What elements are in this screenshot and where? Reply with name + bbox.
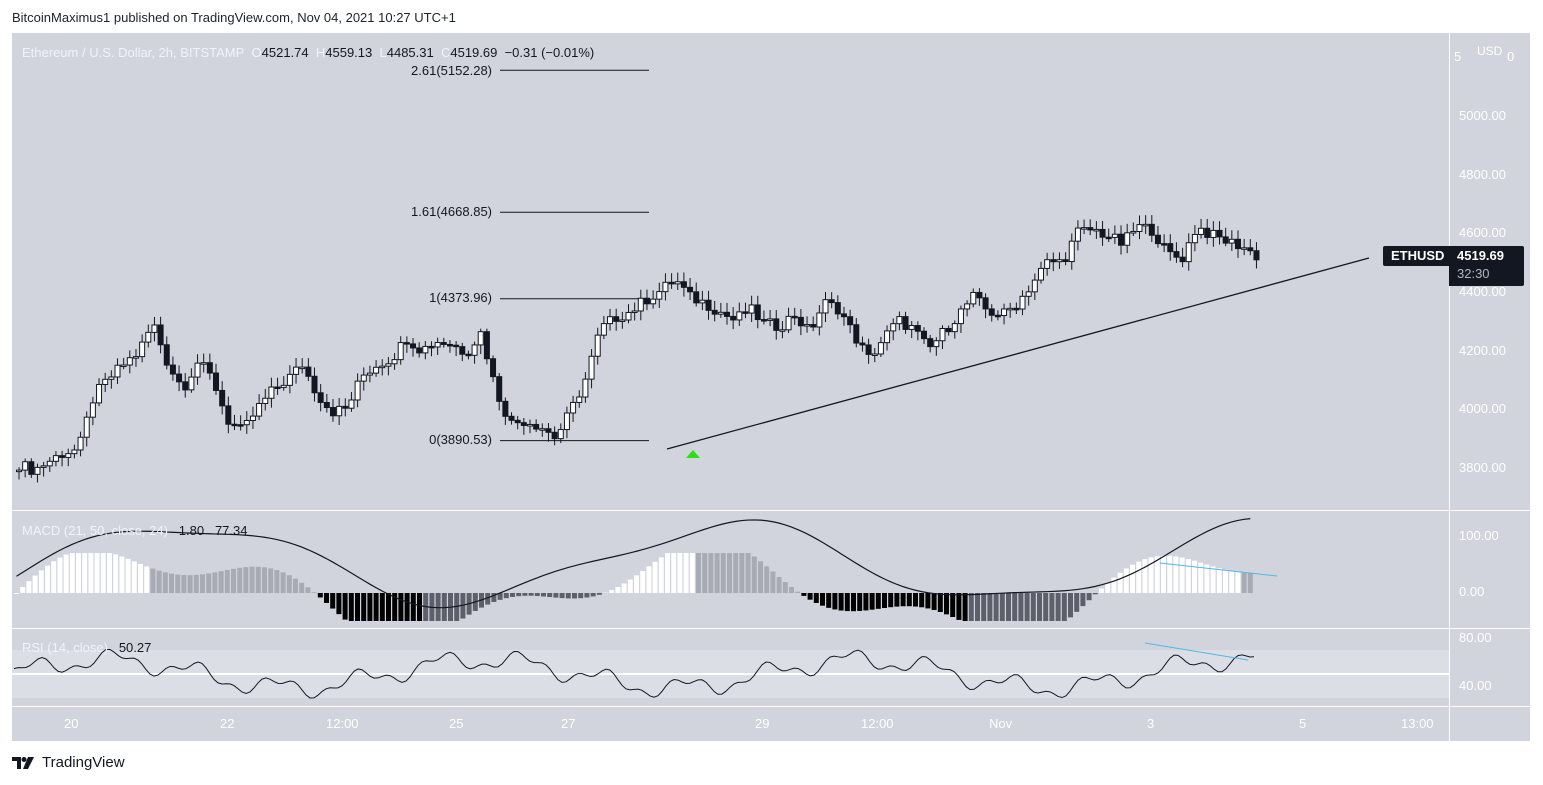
- price-tick: 3800.00: [1459, 460, 1506, 475]
- time-tick: 22: [220, 716, 235, 731]
- price-axis-divider: [1449, 33, 1450, 741]
- time-tick: 27: [561, 716, 576, 731]
- macd-title: MACD (21, 50, close, 24): [22, 523, 168, 538]
- time-tick: 13:00: [1401, 716, 1434, 731]
- price-tick: 4800.00: [1459, 167, 1506, 182]
- last-price-tag: 4519.69 32:30: [1449, 246, 1524, 286]
- price-tick: 4600.00: [1459, 225, 1506, 240]
- tradingview-brand: TradingView: [42, 754, 125, 771]
- macd-signal-value: 77.34: [214, 523, 248, 538]
- fib-level-label[interactable]: 1.61(4668.85): [411, 204, 492, 219]
- pane-divider-rsi[interactable]: [12, 628, 1530, 629]
- time-tick: 12:00: [861, 716, 894, 731]
- high-label: H: [315, 45, 326, 60]
- macd-tick: 0.00: [1459, 584, 1485, 599]
- high-value: 4559.13: [325, 45, 373, 60]
- price-axis-partial-left: 5: [1454, 49, 1462, 64]
- open-value: 4521.74: [261, 45, 309, 60]
- close-label: C: [440, 45, 451, 60]
- symbol-name: Ethereum / U.S. Dollar, 2h, BITSTAMP: [22, 45, 245, 60]
- rsi-tick: 80.00: [1459, 630, 1492, 645]
- time-tick: 25: [449, 716, 464, 731]
- chart-frame: Ethereum / U.S. Dollar, 2h, BITSTAMP O45…: [12, 33, 1530, 741]
- fib-level-label[interactable]: 1(4373.96): [429, 290, 492, 305]
- macd-legend[interactable]: MACD (21, 50, close, 24) 1.80 77.34: [22, 523, 248, 538]
- open-label: O: [251, 45, 262, 60]
- price-tick: 4200.00: [1459, 343, 1506, 358]
- macd-tick: 100.00: [1459, 528, 1499, 543]
- rsi-title: RSI (14, close): [22, 640, 108, 655]
- bar-countdown: 32:30: [1457, 266, 1490, 281]
- price-tick: 4400.00: [1459, 284, 1506, 299]
- rsi-legend[interactable]: RSI (14, close) 50.27: [22, 640, 151, 655]
- time-tick: 3: [1147, 716, 1155, 731]
- rsi-value: 50.27: [118, 640, 152, 655]
- tradingview-logo-icon: [12, 756, 34, 769]
- buy-signal-arrow-icon: [686, 450, 700, 458]
- time-tick: 29: [755, 716, 770, 731]
- rsi-tick: 40.00: [1459, 678, 1492, 693]
- low-value: 4485.31: [386, 45, 434, 60]
- close-value: 4519.69: [450, 45, 498, 60]
- time-tick: 20: [64, 716, 79, 731]
- low-label: L: [379, 45, 387, 60]
- price-axis-currency[interactable]: USD: [1477, 44, 1503, 58]
- fib-level-label[interactable]: 2.61(5152.28): [411, 63, 492, 78]
- time-axis-divider: [12, 706, 1530, 707]
- time-tick: 5: [1299, 716, 1307, 731]
- tradingview-logo[interactable]: TradingView: [12, 754, 125, 771]
- macd-value: 1.80: [178, 523, 205, 538]
- last-price: 4519.69: [1457, 248, 1504, 263]
- symbol-legend: Ethereum / U.S. Dollar, 2h, BITSTAMP O45…: [22, 45, 594, 60]
- change-value: −0.31 (−0.01%): [504, 45, 595, 60]
- price-axis-partial-right: 0: [1507, 49, 1515, 64]
- fib-level-label[interactable]: 0(3890.53): [429, 432, 492, 447]
- pane-divider-macd[interactable]: [12, 510, 1530, 511]
- symbol-price-tag: ETHUSD: [1383, 246, 1449, 266]
- price-tick: 5000.00: [1459, 108, 1506, 123]
- time-tick: Nov: [989, 716, 1013, 731]
- published-caption: BitcoinMaximus1 published on TradingView…: [12, 10, 456, 25]
- price-tick: 4000.00: [1459, 401, 1506, 416]
- time-tick: 12:00: [326, 716, 359, 731]
- chart-canvas[interactable]: [12, 33, 1530, 741]
